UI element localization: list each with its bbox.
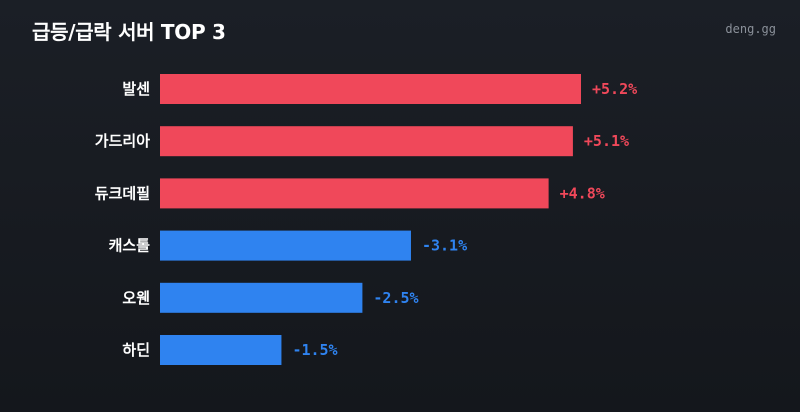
bar [160, 126, 573, 157]
bar [160, 282, 363, 313]
value-label: +5.1% [584, 132, 629, 150]
bar [160, 178, 549, 209]
source-label: deng.gg [725, 22, 776, 36]
category-label: 발센 [122, 80, 150, 98]
category-label: 가드리아 [95, 132, 150, 150]
category-label: 캐스톨 [109, 237, 151, 255]
category-label: 듀크데필 [95, 184, 150, 202]
value-label: +5.2% [592, 80, 637, 98]
category-label: 하딘 [122, 341, 150, 359]
value-label: +4.8% [560, 184, 605, 202]
bar [160, 230, 411, 261]
chart-title: 급등/급락 서버 TOP 3 [32, 20, 226, 44]
value-label: -3.1% [422, 237, 467, 255]
bar [160, 74, 581, 104]
category-label: 오웬 [122, 289, 150, 307]
value-label: -2.5% [373, 289, 418, 307]
bar [160, 335, 282, 365]
value-label: -1.5% [292, 341, 337, 359]
